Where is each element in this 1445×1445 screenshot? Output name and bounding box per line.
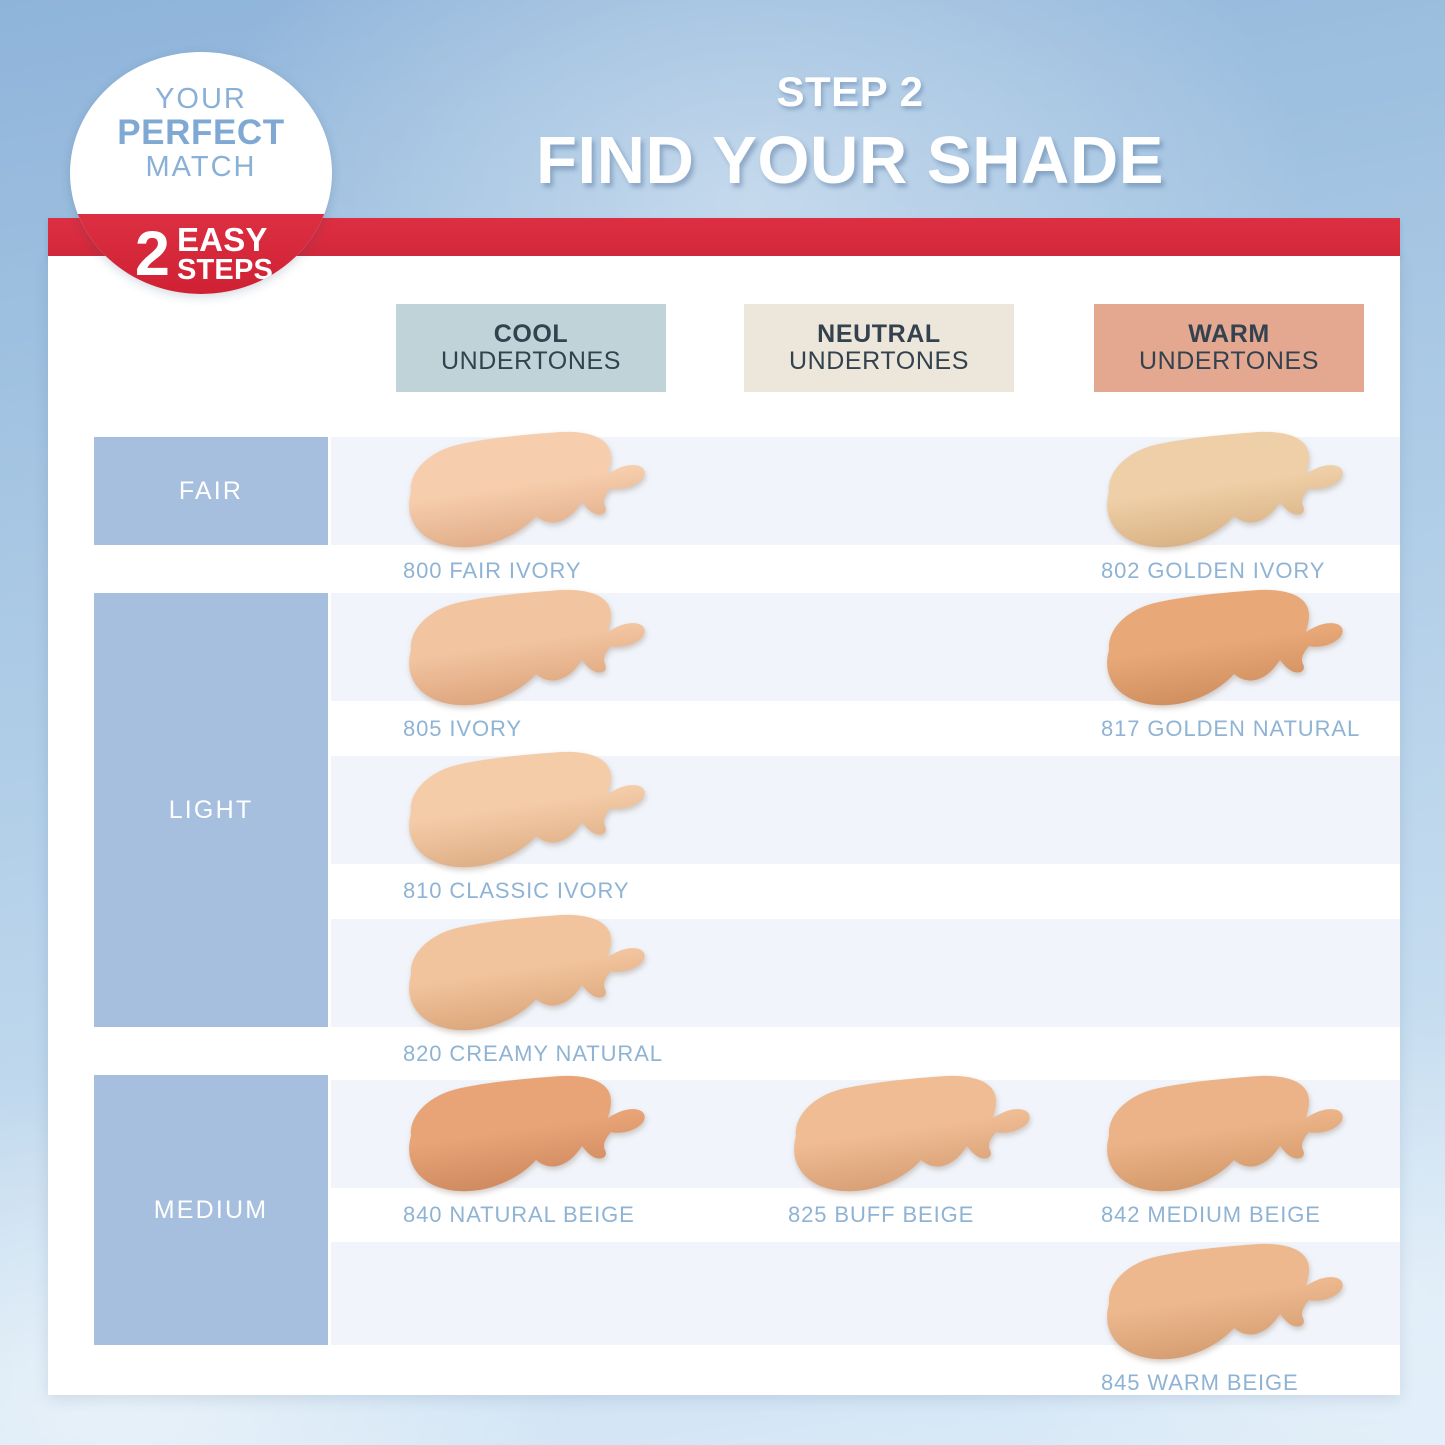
swatch-820 bbox=[403, 913, 653, 1037]
shade-cell[interactable]: 825 BUFF BEIGE bbox=[788, 1074, 1058, 1228]
column-header-cool: COOL UNDERTONES bbox=[396, 304, 666, 392]
column-header-warm-sub: UNDERTONES bbox=[1138, 347, 1320, 375]
badge-line-match: MATCH bbox=[145, 150, 257, 183]
badge-bottom-half: 2 EASY STEPS bbox=[70, 214, 332, 294]
badge-number: 2 bbox=[134, 218, 170, 289]
badge-line-perfect: PERFECT bbox=[117, 113, 285, 153]
column-header-neutral-title: NEUTRAL bbox=[817, 320, 941, 349]
row-label-medium: MEDIUM bbox=[94, 1075, 328, 1345]
shade-label: 820 CREAMY NATURAL bbox=[403, 1041, 663, 1066]
badge-steps-label: STEPS bbox=[176, 254, 274, 286]
shade-cell[interactable]: 845 WARM BEIGE bbox=[1101, 1242, 1371, 1396]
badge-top-half: YOUR PERFECT MATCH bbox=[70, 52, 332, 214]
shade-label: 842 MEDIUM BEIGE bbox=[1101, 1202, 1321, 1227]
shade-label: 845 WARM BEIGE bbox=[1101, 1370, 1299, 1395]
swatch-800 bbox=[403, 430, 653, 554]
swatch-840 bbox=[403, 1074, 653, 1198]
shade-cell[interactable]: 842 MEDIUM BEIGE bbox=[1101, 1074, 1371, 1228]
badge-line-your: YOUR bbox=[155, 82, 247, 115]
shade-label: 810 CLASSIC IVORY bbox=[403, 878, 630, 903]
shade-cell[interactable]: 840 NATURAL BEIGE bbox=[403, 1074, 673, 1228]
shade-label: 802 GOLDEN IVORY bbox=[1101, 558, 1326, 583]
column-header-cool-sub: UNDERTONES bbox=[440, 347, 622, 375]
swatch-845 bbox=[1101, 1242, 1351, 1366]
shade-label: 800 FAIR IVORY bbox=[403, 558, 582, 583]
column-header-neutral-sub: UNDERTONES bbox=[788, 347, 970, 375]
column-header-cool-title: COOL bbox=[493, 320, 569, 349]
badge-text-stack: EASY STEPS bbox=[177, 223, 273, 285]
shade-cell[interactable]: 802 GOLDEN IVORY bbox=[1101, 430, 1371, 584]
badge-easy-label: EASY bbox=[176, 221, 268, 258]
swatch-817 bbox=[1101, 588, 1351, 712]
row-label-light: LIGHT bbox=[94, 593, 328, 1027]
swatch-810 bbox=[403, 750, 653, 874]
column-header-neutral: NEUTRAL UNDERTONES bbox=[744, 304, 1014, 392]
step-label: STEP 2 bbox=[776, 68, 924, 115]
shade-cell[interactable]: 800 FAIR IVORY bbox=[403, 430, 673, 584]
shade-label: 817 GOLDEN NATURAL bbox=[1101, 716, 1361, 741]
swatch-825 bbox=[788, 1074, 1038, 1198]
shade-cell[interactable]: 817 GOLDEN NATURAL bbox=[1101, 588, 1371, 742]
page-heading: STEP 2 FIND YOUR SHADE bbox=[360, 68, 1340, 199]
shade-cell[interactable]: 805 IVORY bbox=[403, 588, 673, 742]
swatch-805 bbox=[403, 588, 653, 712]
shade-finder-card: COOL UNDERTONES NEUTRAL UNDERTONES WARM … bbox=[48, 256, 1400, 1395]
shade-cell[interactable]: 820 CREAMY NATURAL bbox=[403, 913, 673, 1067]
swatch-802 bbox=[1101, 430, 1351, 554]
shade-label: 840 NATURAL BEIGE bbox=[403, 1202, 635, 1227]
perfect-match-badge: YOUR PERFECT MATCH 2 EASY STEPS bbox=[70, 52, 332, 294]
swatch-842 bbox=[1101, 1074, 1351, 1198]
page-title: FIND YOUR SHADE bbox=[536, 123, 1164, 198]
column-header-warm-title: WARM bbox=[1188, 320, 1270, 349]
shade-label: 825 BUFF BEIGE bbox=[788, 1202, 975, 1227]
column-header-warm: WARM UNDERTONES bbox=[1094, 304, 1364, 392]
shade-cell[interactable]: 810 CLASSIC IVORY bbox=[403, 750, 673, 904]
row-label-fair: FAIR bbox=[94, 437, 328, 545]
shade-label: 805 IVORY bbox=[403, 716, 522, 741]
